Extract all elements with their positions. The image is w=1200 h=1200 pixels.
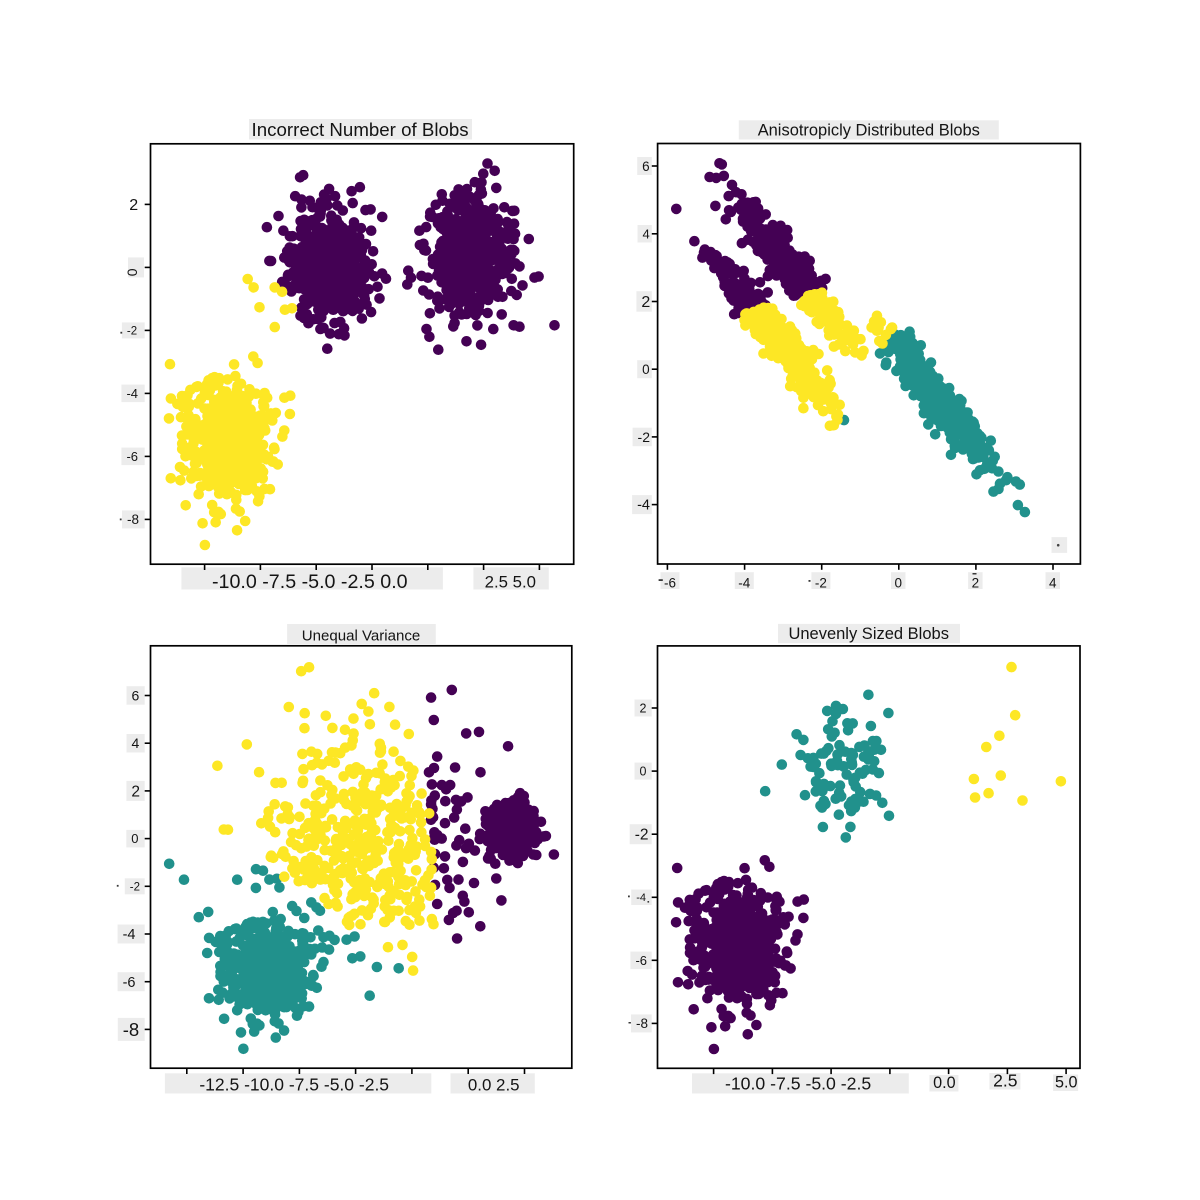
svg-text:Incorrect Number of Blobs: Incorrect Number of Blobs [252,119,469,140]
svg-text:0: 0 [642,362,650,377]
svg-text:-6: -6 [635,953,647,968]
svg-text:4: 4 [132,735,140,751]
svg-text:-2: -2 [127,325,137,337]
svg-text:0: 0 [131,831,138,846]
svg-text:Unequal Variance: Unequal Variance [302,627,421,644]
svg-text:0: 0 [895,575,903,590]
svg-text:5.0: 5.0 [1055,1074,1078,1092]
svg-text:-2: -2 [815,575,827,590]
svg-text:6: 6 [132,687,140,703]
svg-text:4: 4 [642,226,649,241]
svg-text:-6: -6 [123,975,136,991]
svg-text:0: 0 [640,765,647,779]
svg-text:0.0: 0.0 [933,1074,956,1092]
svg-text:-8: -8 [636,1016,648,1031]
svg-text:-12.5 -10.0 -7.5 -5.0 -2.5: -12.5 -10.0 -7.5 -5.0 -2.5 [199,1074,389,1094]
svg-text:2.5 5.0: 2.5 5.0 [485,573,536,592]
svg-text:-4: -4 [636,892,646,904]
svg-text:6: 6 [642,159,650,174]
svg-text:-2: -2 [638,429,651,445]
svg-text:Unevenly Sized Blobs: Unevenly Sized Blobs [788,625,949,643]
svg-text:2: 2 [129,197,138,214]
svg-text:-6: -6 [664,575,676,590]
svg-text:-10.0 -7.5 -5.0 -2.5 0.0: -10.0 -7.5 -5.0 -2.5 0.0 [212,571,408,593]
svg-text:-8: -8 [123,1019,139,1040]
svg-text:Anisotropicly Distributed Blob: Anisotropicly Distributed Blobs [758,122,980,140]
svg-text:4: 4 [1049,575,1057,590]
svg-text:-4: -4 [123,927,136,943]
svg-text:-4: -4 [637,498,650,514]
svg-text:-10.0 -7.5 -5.0 -2.5: -10.0 -7.5 -5.0 -2.5 [725,1074,871,1094]
svg-text:-4: -4 [738,575,750,590]
svg-text:2.5: 2.5 [993,1071,1018,1091]
svg-text:-2: -2 [635,827,649,844]
svg-text:2: 2 [641,294,650,311]
svg-text:2: 2 [640,701,647,715]
svg-text:-2: -2 [130,881,140,893]
svg-text:2: 2 [972,575,980,590]
svg-text:-4: -4 [126,386,138,401]
svg-text:0.0 2.5: 0.0 2.5 [468,1075,520,1094]
svg-text:2: 2 [131,783,140,800]
svg-text:-6: -6 [126,449,138,464]
svg-text:0: 0 [124,268,140,276]
svg-text:-8: -8 [127,512,139,527]
